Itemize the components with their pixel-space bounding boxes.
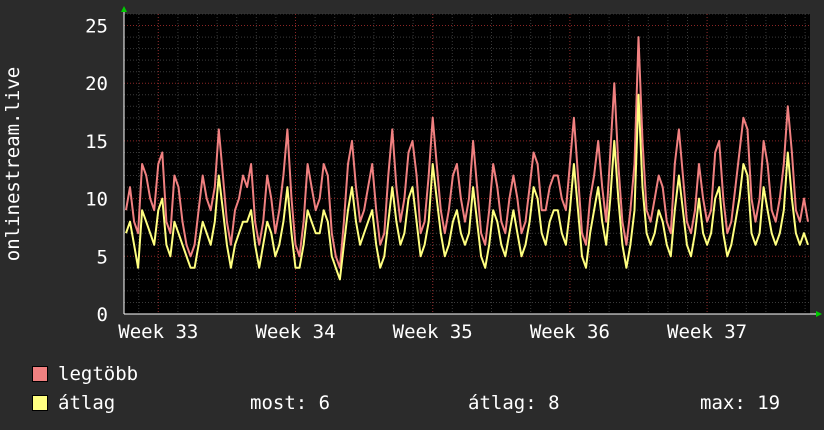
series-line-avg xyxy=(125,93,809,281)
legend-swatch-max xyxy=(32,366,48,382)
y-axis-arrow xyxy=(121,6,127,12)
legend-swatch-avg xyxy=(32,395,48,411)
legend-label-avg: átlag xyxy=(58,392,116,414)
y-tick-label: 10 xyxy=(85,189,108,211)
x-tick-label: Week 35 xyxy=(393,321,473,343)
x-tick-label: Week 36 xyxy=(530,321,610,343)
x-axis-arrow xyxy=(816,311,822,317)
stat-now: most: 6 xyxy=(250,392,331,414)
chart: 0 5 10 15 20 25 Week 33 Week 34 Week 35 Week 36 We… xyxy=(2,6,822,343)
series-line-max xyxy=(125,36,809,269)
y-tick-label: 25 xyxy=(85,16,108,38)
y-tick-label: 0 xyxy=(97,304,108,326)
y-axis-label: onlinestream.live xyxy=(2,67,24,261)
legend-label-max: legtöbb xyxy=(58,363,139,385)
y-tick-label: 20 xyxy=(85,73,108,95)
y-tick-label: 15 xyxy=(85,131,108,153)
x-tick-label: Week 34 xyxy=(255,321,335,343)
x-tick-label: Week 37 xyxy=(667,321,747,343)
stat-avg: átlag: 8 xyxy=(468,392,560,414)
y-tick-label: 5 xyxy=(97,246,108,268)
x-tick-label: Week 33 xyxy=(118,321,198,343)
stat-max: max: 19 xyxy=(700,392,781,414)
